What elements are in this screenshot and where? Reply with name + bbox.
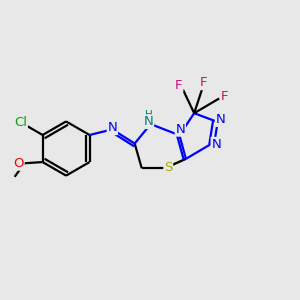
Text: H: H	[145, 110, 152, 120]
Text: N: N	[212, 138, 221, 151]
Text: F: F	[221, 91, 228, 103]
Text: F: F	[175, 79, 183, 92]
Text: N: N	[107, 122, 117, 134]
Text: N: N	[215, 113, 225, 126]
Text: N: N	[144, 115, 153, 128]
Text: Cl: Cl	[14, 116, 27, 129]
Text: S: S	[164, 161, 172, 174]
Text: F: F	[200, 76, 208, 89]
Text: N: N	[176, 123, 185, 136]
Text: Cl: Cl	[14, 116, 27, 129]
Text: O: O	[13, 157, 24, 170]
Text: O: O	[13, 157, 24, 170]
